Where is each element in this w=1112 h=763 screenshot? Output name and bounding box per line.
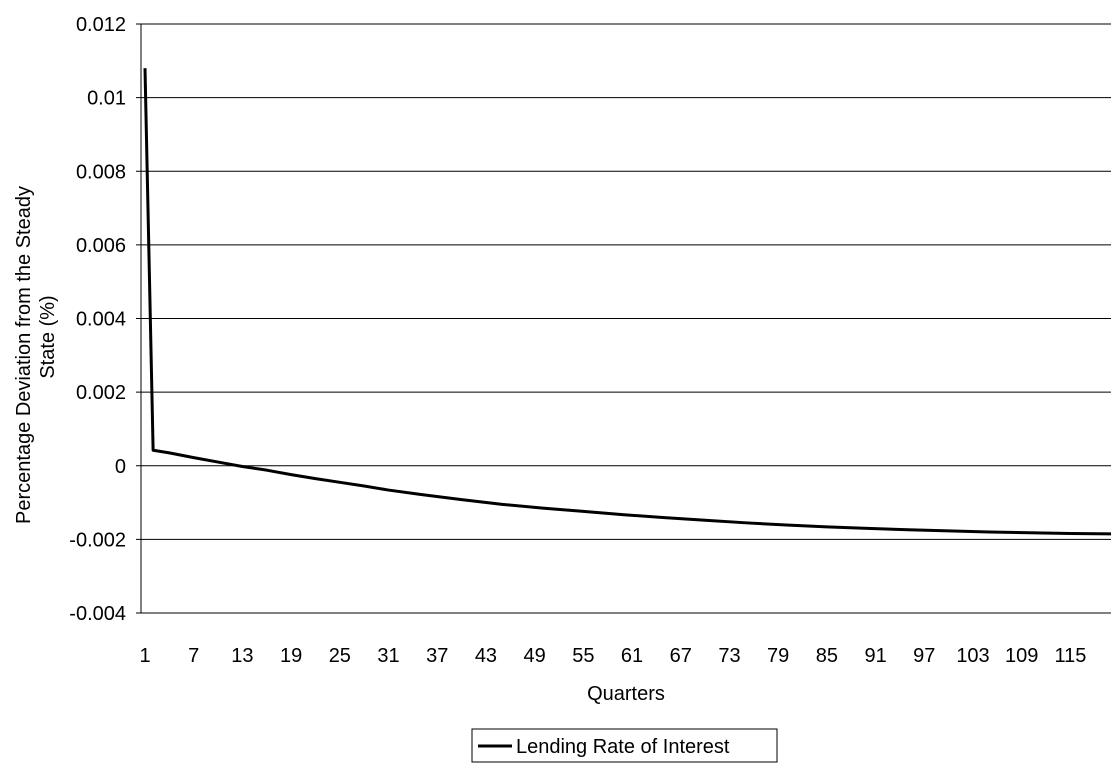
- y-tick-label: -0.002: [69, 529, 126, 551]
- y-tick-label: 0: [115, 456, 126, 478]
- x-tick-label: 1: [139, 645, 150, 667]
- x-tick-label: 25: [329, 645, 351, 667]
- x-tick-label: 43: [475, 645, 497, 667]
- y-tick-label: 0.006: [76, 235, 126, 257]
- x-tick-label: 73: [718, 645, 740, 667]
- y-axis-title-line-1: Percentage Deviation from the Steady: [13, 186, 35, 524]
- x-tick-label: 13: [231, 645, 253, 667]
- x-tick-label: 67: [670, 645, 692, 667]
- legend: Lending Rate of Interest: [471, 728, 778, 763]
- y-tick-labels: 0.012 0.01 0.008 0.006 0.004 0.002 0 -0.002 -0.0…: [69, 14, 126, 625]
- series-lines: [143, 68, 1112, 536]
- x-tick-labels: 1 7 13 19 25 31 37 43 49 55 61 67 73 79 85 91 97 103 109 11…: [139, 645, 1086, 667]
- legend-label-lending-rate: Lending Rate of Interest: [516, 736, 730, 758]
- x-tick-label: 97: [913, 645, 935, 667]
- y-tick-label: -0.004: [69, 603, 126, 625]
- x-tick-label: 85: [816, 645, 838, 667]
- x-tick-label: 91: [864, 645, 886, 667]
- y-tick-label: 0.008: [76, 161, 126, 183]
- legend-box: [471, 728, 778, 763]
- x-tick-label: 103: [956, 645, 989, 667]
- series-line-lending-rate: [143, 68, 1112, 536]
- x-tick-label: 109: [1005, 645, 1038, 667]
- x-axis-title: Quarters: [587, 683, 665, 705]
- y-tick-label: 0.004: [76, 309, 126, 331]
- x-tick-label: 31: [377, 645, 399, 667]
- y-tick-label: 0.002: [76, 382, 126, 404]
- gridlines: [141, 23, 1111, 614]
- x-tick-label: 55: [572, 645, 594, 667]
- x-tick-label: 37: [426, 645, 448, 667]
- x-tick-label: 115: [1054, 645, 1086, 667]
- y-tick-label: 0.012: [76, 14, 126, 36]
- x-tick-label: 61: [621, 645, 643, 667]
- y-axis-title-line-2: State (%): [37, 295, 59, 378]
- x-tick-label: 49: [524, 645, 546, 667]
- x-tick-label: 19: [280, 645, 302, 667]
- axes: [136, 23, 142, 614]
- x-tick-label: 79: [767, 645, 789, 667]
- y-tick-label: 0.01: [87, 88, 126, 110]
- x-tick-label: 7: [188, 645, 199, 667]
